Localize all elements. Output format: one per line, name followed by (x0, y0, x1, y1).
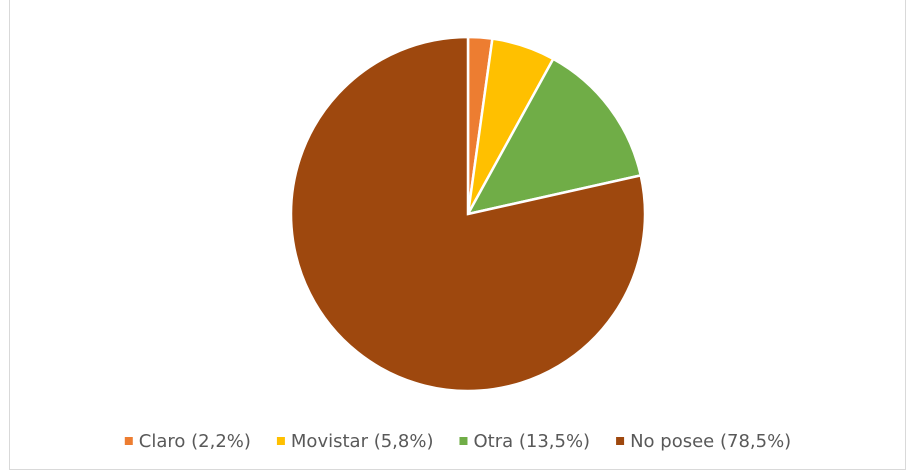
pie-slice (465, 57, 643, 216)
legend-label: No posee (78,5%) (630, 431, 791, 452)
legend-label: Otra (13,5%) (473, 431, 590, 452)
pie-slice (289, 35, 647, 393)
legend-label: Movistar (5,8%) (291, 431, 434, 452)
legend-swatch (616, 437, 625, 445)
legend-swatch (459, 437, 468, 445)
legend-label: Claro (2,2%) (139, 431, 251, 452)
legend-swatch (124, 437, 133, 445)
legend-swatch (276, 437, 285, 445)
